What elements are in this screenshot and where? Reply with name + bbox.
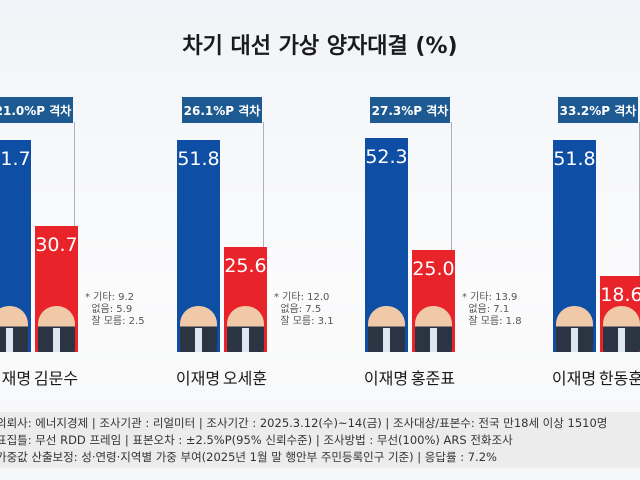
bar-challenger: 25.6 [224,247,267,352]
bar-lee: 51.8 [553,139,596,352]
gap-badge: 33.2%P 격차 [558,97,638,123]
candidate-photo [180,305,217,352]
candidate-name: 이재명 [175,369,221,388]
bar-lee: 51.8 [177,139,220,352]
bar-lee: 51.7 [0,140,31,352]
bar-challenger: 25.0 [412,249,455,352]
gap-connector-line [263,122,264,248]
bar-challenger: 30.7 [35,226,78,352]
other-responses-note: * 기타: 9.2 없음: 5.9 잘 모름: 2.5 [85,292,145,327]
bar-value-label: 51.8 [553,147,596,170]
other-responses-note: * 기타: 12.0 없음: 7.5 잘 모름: 3.1 [274,292,334,327]
gap-badge: 27.3%P 격차 [370,97,450,123]
bar-value-label: 30.7 [35,234,78,257]
candidate-photo [368,305,405,352]
candidate-photo [556,305,593,352]
footer-line: 가중값 산출보정: 성·연령·지역별 가중 부여(2025년 1월 말 행안부 … [0,450,497,464]
footer-line: 표집틀: 무선 RDD 프레임 | 표본오차 : ±2.5%P(95% 신뢰수준… [0,433,513,447]
candidate-photo [415,306,452,352]
gap-badge: 26.1%P 격차 [182,97,262,123]
candidate-photo [227,305,264,352]
candidate-photo [38,305,75,352]
candidate-name: 홍준표 [410,369,456,388]
bar-lee: 52.3 [365,137,408,352]
candidate-name: 한동훈 [598,369,640,388]
bar-value-label: 52.3 [365,145,408,168]
gap-connector-line [451,122,452,250]
footer-line: 의뢰사: 에너지경제 | 조사기관 : 리얼미터 | 조사기간 : 2025.3… [0,416,608,430]
candidate-photo [0,305,28,352]
candidate-name: 오세훈 [222,369,268,388]
candidate-photo [603,305,640,352]
bar-value-label: 51.8 [177,147,220,170]
other-responses-note: * 기타: 13.9 없음: 7.1 잘 모름: 1.8 [462,292,522,327]
chart-title: 차기 대선 가상 양자대결 (%) [182,34,458,59]
candidate-name: 이재명 [551,369,597,388]
gap-connector-line [74,122,75,227]
candidate-name: 이재명 [0,369,32,388]
candidate-name: 이재명 [363,369,409,388]
candidate-name: 김문수 [33,369,79,388]
bar-value-label: 25.6 [224,255,267,278]
bar-value-label: 25.0 [412,257,455,280]
bar-value-label: 51.7 [0,148,31,171]
bar-challenger: 18.6 [600,275,640,352]
gap-badge: 21.0%P 격차 [0,97,73,123]
survey-footer: 의뢰사: 에너지경제 | 조사기관 : 리얼미터 | 조사기간 : 2025.3… [0,412,640,468]
bar-value-label: 18.6 [600,283,640,306]
